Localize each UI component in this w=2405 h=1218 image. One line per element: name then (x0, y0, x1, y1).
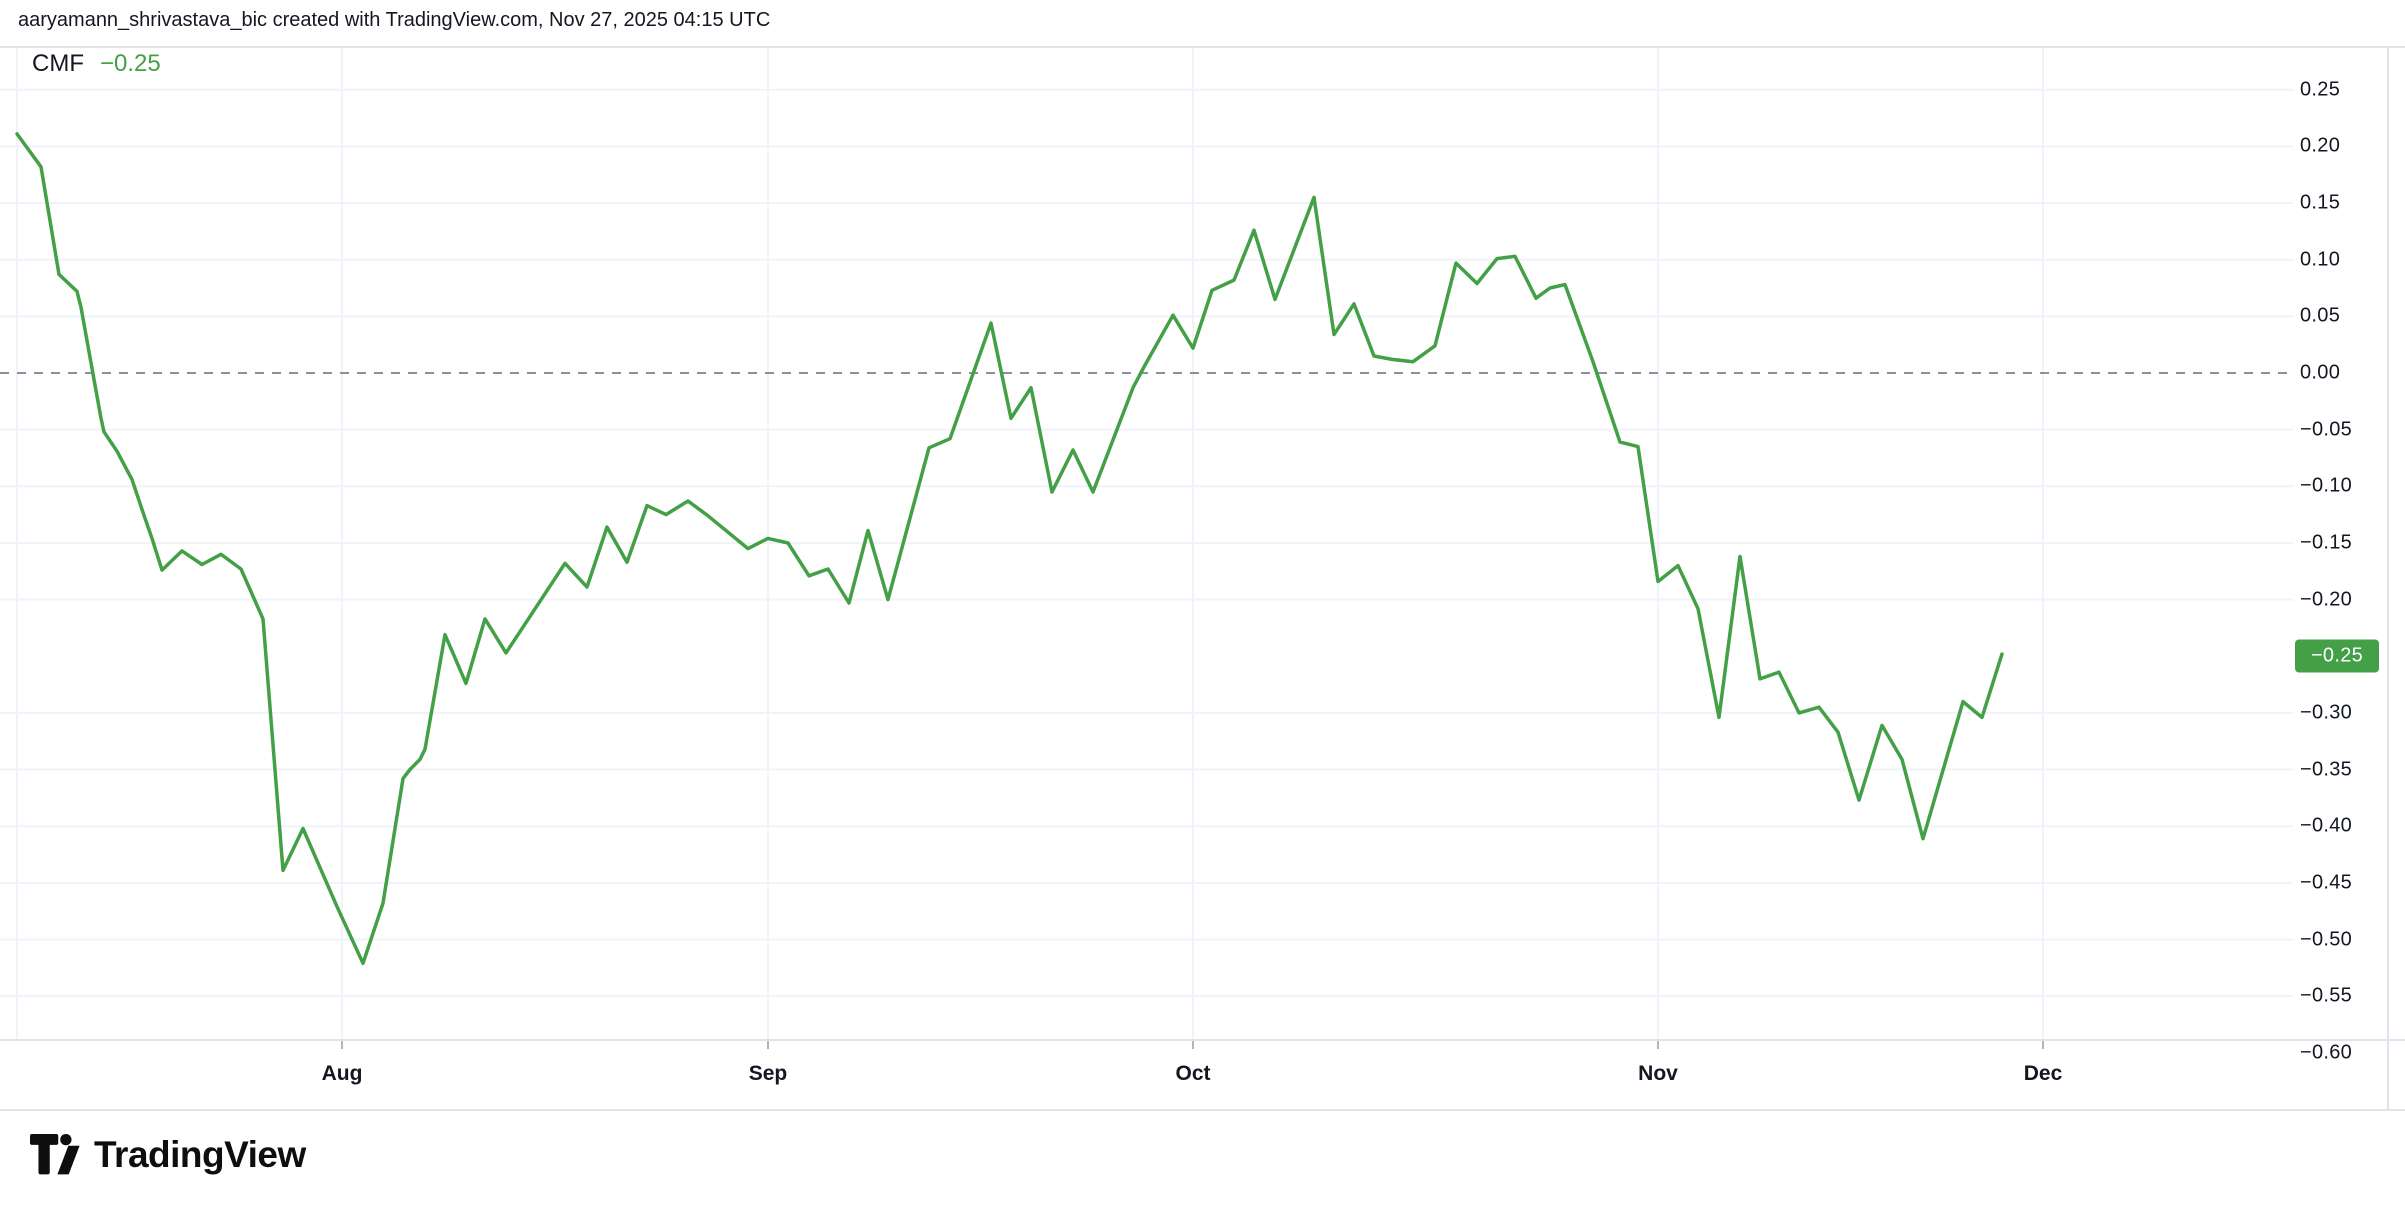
y-axis-label: 0.00 (2300, 361, 2341, 384)
indicator-value: −0.25 (99, 50, 161, 77)
tradingview-brand[interactable]: TradingView (30, 1133, 306, 1177)
cmf-line (15, 132, 2004, 966)
y-axis-label: −0.50 (2300, 928, 2353, 950)
y-axis-label: −0.45 (2300, 871, 2353, 894)
y-axis-label: −0.55 (2300, 984, 2353, 1007)
y-axis-label: −0.20 (2300, 588, 2353, 611)
y-axis-label: 0.10 (2300, 248, 2341, 271)
indicator-name: CMF (32, 50, 84, 77)
tradingview-logo-icon (30, 1134, 80, 1175)
chart-attribution: aaryamann_shrivastava_bic created with T… (18, 9, 771, 31)
x-axis-label-oct: Oct (1175, 1062, 1211, 1085)
y-axis-label: −0.10 (2300, 474, 2353, 497)
y-axis-label: −0.05 (2300, 418, 2353, 441)
y-axis-label: −0.30 (2300, 701, 2353, 724)
x-axis-label-sep: Sep (748, 1062, 788, 1085)
y-axis-label: 0.20 (2300, 134, 2341, 157)
x-axis-label-nov: Nov (1638, 1062, 1678, 1085)
x-axis-label-dec: Dec (2023, 1062, 2063, 1085)
y-axis-label: −0.35 (2300, 758, 2353, 781)
tradingview-logo-text: TradingView (94, 1134, 306, 1175)
indicator-legend[interactable]: CMF −0.25 (32, 50, 161, 78)
x-axis-label-aug: Aug (321, 1062, 363, 1085)
y-axis-label: −0.60 (2300, 1041, 2353, 1064)
y-axis-label: 0.05 (2300, 304, 2341, 327)
y-axis-label: −0.40 (2300, 814, 2353, 837)
last-value-badge: −0.25 (2295, 639, 2379, 673)
y-axis-label: 0.15 (2300, 191, 2341, 214)
y-axis-label: −0.15 (2300, 531, 2353, 554)
y-axis-label: 0.25 (2300, 78, 2341, 101)
